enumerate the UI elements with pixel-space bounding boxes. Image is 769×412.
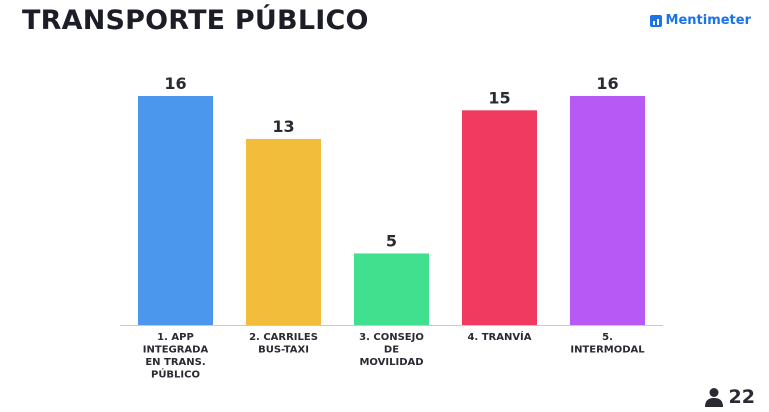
category-label-3: 3. CONSEJO DE MOVILIDAD	[359, 332, 424, 368]
brand-logo: Mentimeter	[649, 13, 751, 28]
participant-count: 22	[704, 386, 755, 408]
bar-value-label-3: 5	[386, 231, 397, 250]
bar-value-label-5: 16	[596, 74, 618, 93]
bar-value-label-1: 16	[164, 74, 186, 93]
bar-4	[462, 110, 537, 325]
person-icon	[704, 388, 723, 407]
brand-name: Mentimeter	[665, 13, 751, 28]
category-label-1: 1. APP INTEGRADA EN TRANS. PÚBLICO	[143, 332, 209, 381]
bar-5	[570, 96, 645, 325]
category-label-2: 2. CARRILES BUS-TAXI	[249, 332, 318, 356]
category-label-4: 4. TRANVÍA	[467, 330, 531, 343]
bar-value-label-4: 15	[488, 88, 510, 107]
bar-2	[246, 138, 321, 325]
bar-3	[354, 253, 429, 325]
category-label-5: 5. INTERMODAL	[570, 332, 645, 356]
bar-1	[138, 96, 213, 325]
bar-chart-icon	[649, 14, 662, 27]
participant-count-value: 22	[728, 386, 755, 408]
page-title: TRANSPORTE PÚBLICO	[22, 5, 369, 36]
bar-value-label-2: 13	[272, 117, 294, 136]
